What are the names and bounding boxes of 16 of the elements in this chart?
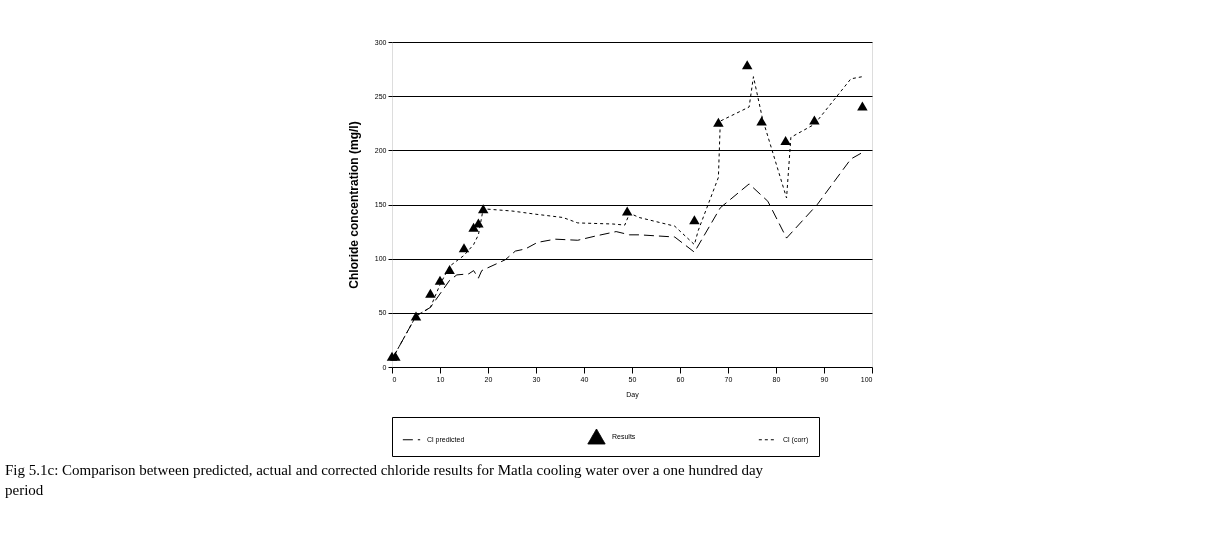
- point: [410, 311, 422, 321]
- point: [468, 222, 479, 232]
- point: [458, 243, 470, 253]
- point: [780, 136, 791, 146]
- point: [809, 115, 820, 125]
- point: [756, 116, 767, 126]
- point: [390, 351, 401, 361]
- point: [621, 206, 633, 216]
- y-axis-title: Chloride concentration (mg/l): [346, 121, 361, 289]
- point: [434, 275, 446, 285]
- point: [425, 288, 436, 298]
- caption: Fig 5.1c: Comparison between predicted, actual and corrected chloride results for Matla cooling water over a one hundred day period: [5, 462, 764, 498]
- point: [741, 60, 753, 70]
- point: [689, 215, 700, 225]
- point: [857, 101, 868, 111]
- point: [713, 117, 724, 127]
